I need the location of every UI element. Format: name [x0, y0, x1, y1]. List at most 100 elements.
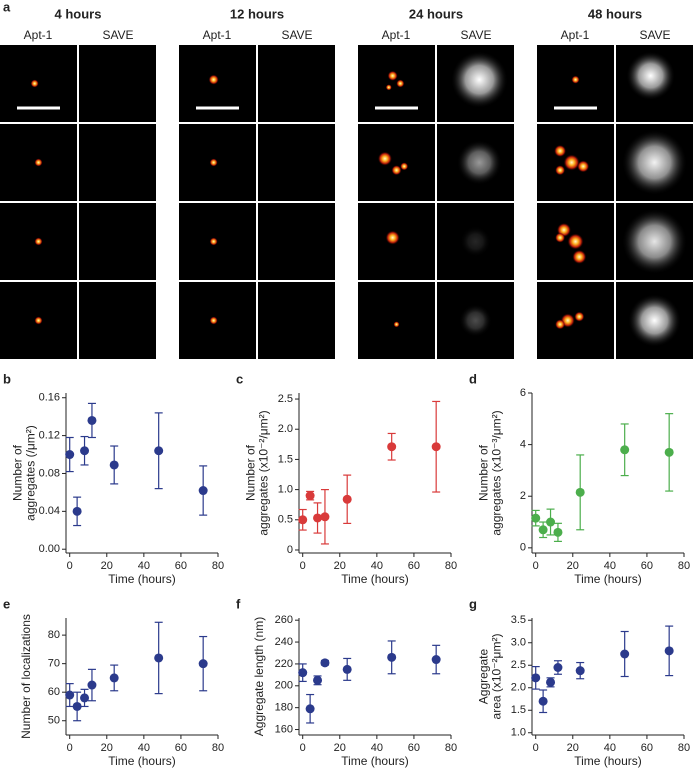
x-tick-label: 20 [101, 742, 113, 754]
data-point [198, 486, 208, 496]
save-signal [460, 226, 491, 257]
data-point [80, 693, 90, 703]
apt-signal [400, 162, 409, 171]
y-tick-label: 0.16 [39, 392, 60, 404]
apt-signal [563, 154, 580, 171]
data-point [298, 515, 308, 525]
data-point [154, 653, 164, 663]
data-point [553, 663, 563, 672]
apt-signal [571, 75, 580, 84]
group-title: 4 hours [55, 6, 102, 21]
apt-signal [385, 230, 400, 245]
y-tick-label: 70 [48, 658, 60, 670]
channel-label: SAVE [460, 28, 491, 42]
data-point [575, 666, 585, 676]
data-point [546, 677, 556, 687]
channel-label: Apt-1 [24, 28, 53, 42]
apt-signal [396, 79, 405, 88]
y-tick-label: 1.5 [511, 704, 526, 716]
y-axis-label: aggregates (/μm²) [24, 425, 38, 521]
y-tick-label: 80 [48, 629, 60, 641]
apt-signal [34, 237, 43, 246]
y-tick-label: 2.0 [278, 423, 293, 435]
y-tick-label: 50 [48, 715, 60, 727]
apt-signal [30, 79, 39, 88]
save-signal [622, 130, 687, 195]
image-tile [79, 203, 156, 280]
data-point [664, 447, 674, 457]
panel-label: g [469, 596, 477, 611]
apt-signal [554, 144, 567, 157]
data-point [531, 673, 541, 683]
apt-signal [209, 237, 218, 246]
channel-label: SAVE [102, 28, 133, 42]
x-tick-label: 60 [175, 742, 187, 754]
y-tick-label: 260 [275, 614, 293, 626]
x-tick-label: 20 [567, 560, 579, 572]
x-tick-label: 60 [175, 560, 187, 572]
image-tile [258, 282, 335, 359]
image-tile [537, 282, 614, 359]
save-signal [622, 209, 687, 274]
x-tick-label: 60 [408, 742, 420, 754]
y-axis-label: area (x10⁻²μm²) [490, 634, 504, 720]
x-tick-label: 40 [371, 560, 383, 572]
y-axis-label: Number of [244, 444, 258, 501]
panel-label: c [236, 371, 243, 386]
apt-signal [387, 70, 398, 81]
y-tick-label: 220 [275, 658, 293, 670]
apt-signal [572, 249, 587, 264]
data-point [72, 506, 82, 516]
y-tick-label: 1.5 [278, 453, 293, 465]
apt-signal [34, 316, 43, 325]
y-tick-label: 2.5 [511, 659, 526, 671]
data-point [72, 701, 82, 711]
data-point [87, 680, 97, 690]
panel-label: a [3, 0, 11, 14]
y-tick-label: 2 [520, 490, 526, 502]
x-tick-label: 40 [138, 560, 150, 572]
data-point [664, 646, 674, 656]
data-point [620, 445, 630, 455]
y-tick-label: 6 [520, 387, 526, 399]
image-tile [358, 124, 435, 201]
apt-signal [34, 158, 43, 167]
apt-signal [209, 158, 218, 167]
x-tick-label: 60 [408, 560, 420, 572]
apt-signal [567, 233, 584, 250]
data-point [313, 675, 323, 685]
data-point [431, 442, 441, 452]
y-tick-label: 0 [520, 542, 526, 554]
y-tick-label: 0.04 [39, 505, 60, 517]
y-tick-label: 0.5 [278, 514, 293, 526]
x-tick-label: 0 [300, 560, 306, 572]
x-axis-label: Time (hours) [341, 572, 409, 586]
panel-label: e [3, 596, 10, 611]
image-tile [358, 282, 435, 359]
data-point [342, 664, 352, 674]
x-tick-label: 80 [445, 742, 457, 754]
data-point [538, 525, 548, 535]
x-tick-label: 60 [641, 560, 653, 572]
y-tick-label: 0 [287, 544, 293, 556]
y-tick-label: 60 [48, 686, 60, 698]
data-point [305, 704, 315, 714]
y-axis-label: aggregates (x10⁻²/μm²) [257, 410, 271, 535]
channel-label: SAVE [639, 28, 670, 42]
data-point [198, 659, 208, 669]
data-point [387, 442, 397, 452]
data-point [531, 513, 541, 523]
y-tick-label: 160 [275, 723, 293, 735]
y-tick-label: 0.12 [39, 430, 60, 442]
data-point [431, 655, 441, 665]
x-tick-label: 40 [604, 742, 616, 754]
data-point [313, 513, 323, 523]
y-tick-label: 1.0 [511, 727, 526, 739]
x-tick-label: 20 [101, 560, 113, 572]
data-point [109, 460, 119, 470]
image-tile [258, 203, 335, 280]
y-axis-label: Aggregate length (nm) [252, 617, 266, 736]
data-point [575, 487, 585, 497]
data-point [305, 491, 315, 501]
